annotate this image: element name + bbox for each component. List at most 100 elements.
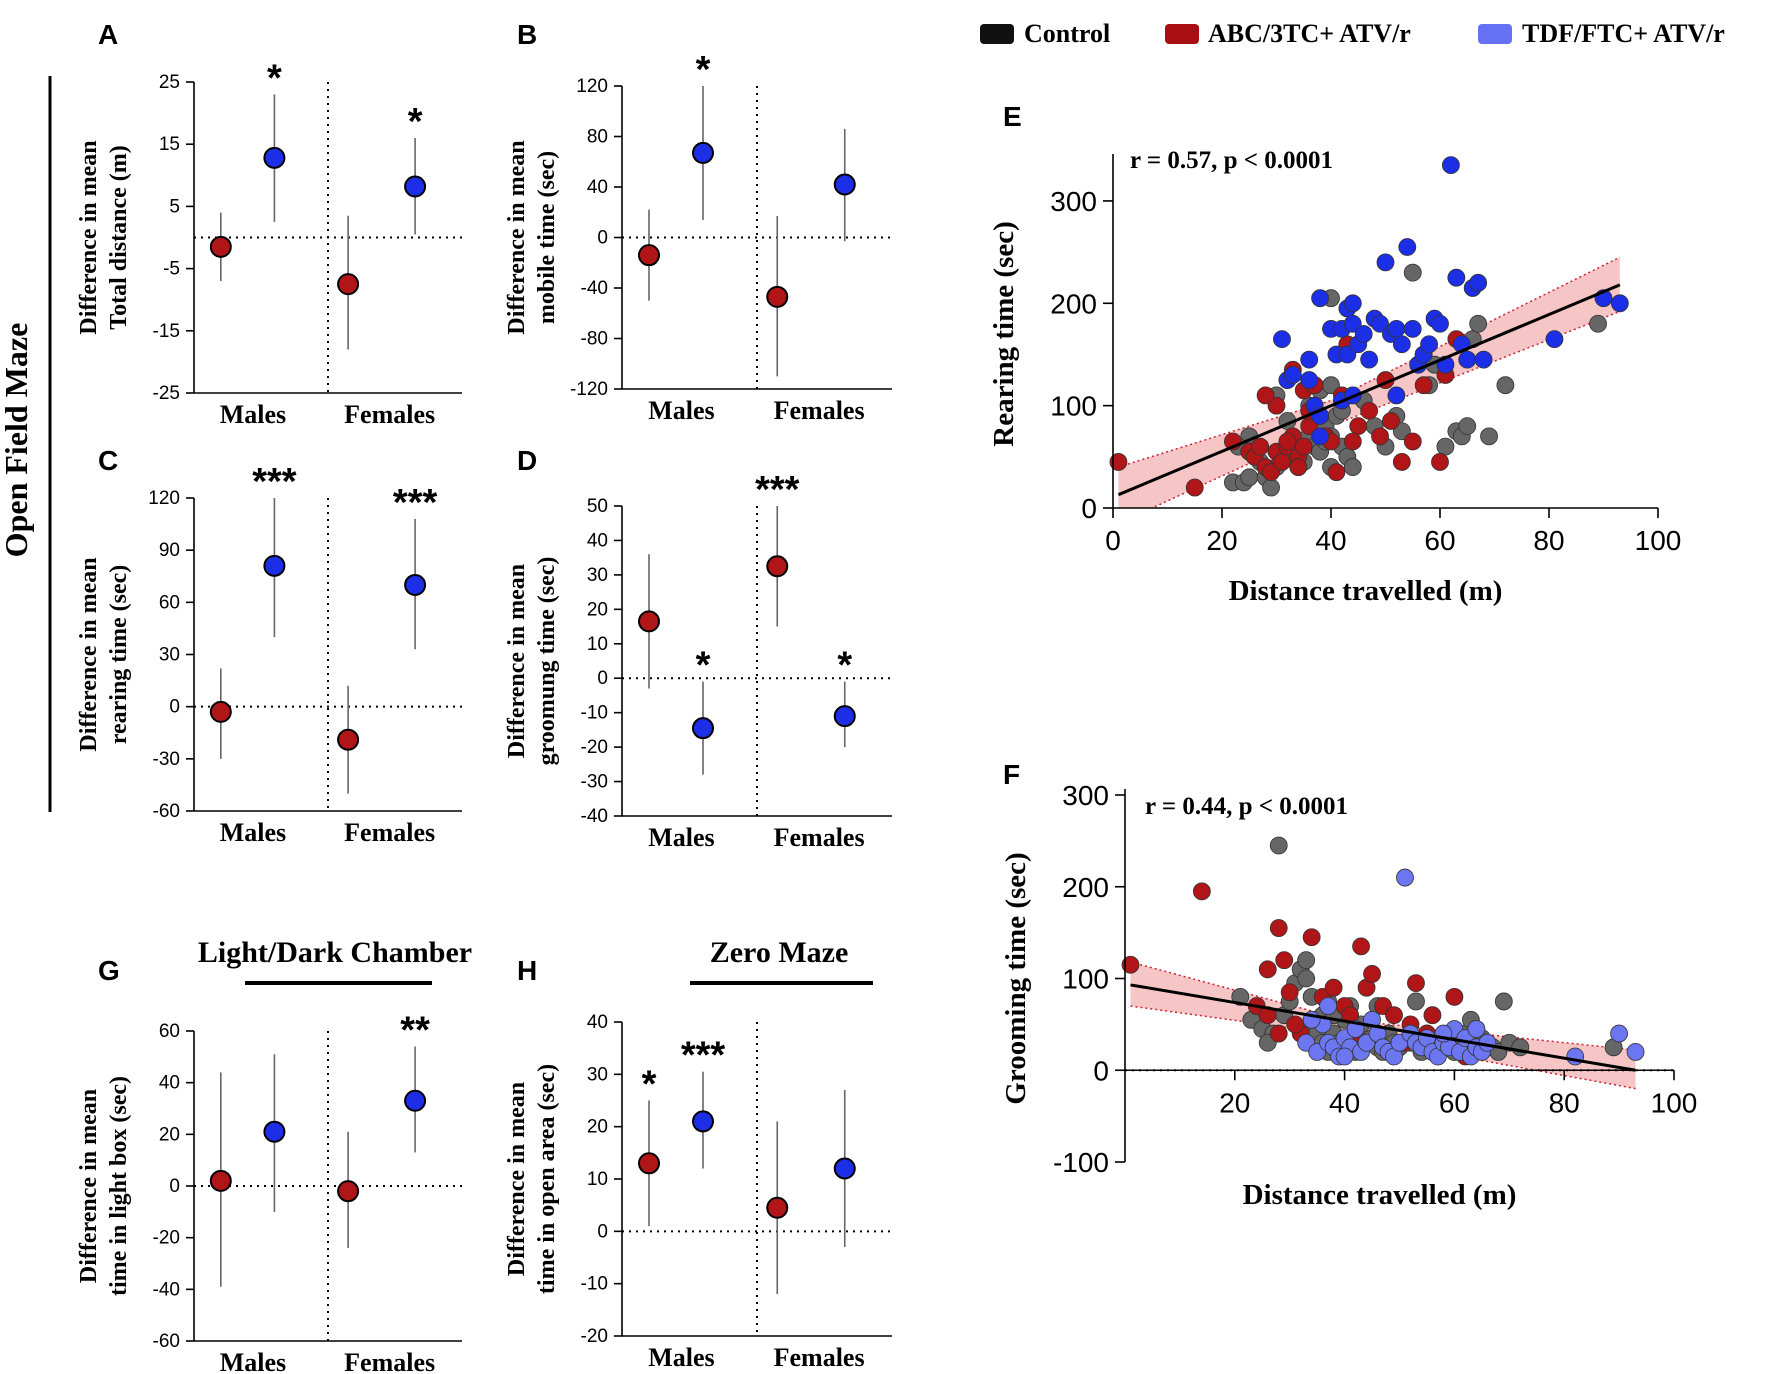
open-field-label: Open Field Maze xyxy=(0,323,34,558)
data-point xyxy=(1269,1024,1288,1043)
y-axis-label: Total distance (m) xyxy=(106,145,132,329)
data-point xyxy=(1414,376,1433,395)
significance-stars: * xyxy=(408,101,423,143)
x-group-label: Males xyxy=(648,396,714,425)
y-tick-label: -20 xyxy=(153,1228,180,1249)
data-point xyxy=(1610,294,1629,313)
x-group-label: Females xyxy=(344,1348,435,1374)
x-tick-label: 20 xyxy=(1206,525,1237,556)
data-point xyxy=(1392,422,1411,441)
panel-f: F -100 0 100 200 300 20 40 60 80 100 Distance trave… xyxy=(1000,759,1697,1211)
y-tick-label: 30 xyxy=(159,645,180,666)
panel-tag-a: A xyxy=(98,19,118,50)
data-point xyxy=(1423,1006,1442,1025)
data-point xyxy=(1376,253,1395,272)
data-point xyxy=(1458,350,1477,369)
mean-point xyxy=(263,554,286,577)
data-point xyxy=(1494,992,1513,1011)
data-point xyxy=(1275,951,1294,970)
data-point xyxy=(1343,314,1362,333)
data-point xyxy=(1262,478,1280,497)
data-point xyxy=(1403,263,1422,282)
data-point xyxy=(1387,319,1406,338)
data-point xyxy=(1319,997,1338,1015)
y-tick-label: 120 xyxy=(148,488,180,509)
y-tick-label: 100 xyxy=(1050,391,1097,422)
significance-stars: * xyxy=(642,1064,657,1106)
mean-point xyxy=(638,610,660,633)
panel-tag-f: F xyxy=(1003,759,1020,790)
y-tick-label: -20 xyxy=(581,737,608,758)
data-point xyxy=(1121,955,1140,974)
band-lower-edge xyxy=(1150,310,1621,508)
mean-point xyxy=(337,1180,360,1203)
regression-line xyxy=(1130,983,1636,1072)
y-tick-label: -100 xyxy=(1053,1147,1109,1178)
data-point xyxy=(1289,458,1308,476)
data-point xyxy=(1431,314,1449,333)
y-tick-label: -5 xyxy=(163,259,180,280)
y-tick-label: 300 xyxy=(1062,780,1109,811)
y-tick-label: 0 xyxy=(597,1221,608,1242)
data-point xyxy=(1392,335,1411,354)
y-axis-label: time in light box (sec) xyxy=(106,1076,132,1296)
data-point xyxy=(1445,987,1464,1006)
mean-point xyxy=(337,728,360,751)
data-point xyxy=(1480,427,1498,446)
data-point xyxy=(1273,453,1291,471)
y-axis-label: Rearing time (sec) xyxy=(988,221,1020,446)
y-axis-label: groomung time (sec) xyxy=(534,557,560,766)
data-point xyxy=(1109,453,1128,471)
data-point xyxy=(1447,268,1466,287)
data-point xyxy=(1354,325,1373,343)
y-axis-label: mobile time (sec) xyxy=(534,151,560,324)
data-point xyxy=(1231,987,1250,1006)
y-tick-label: 200 xyxy=(1062,872,1109,903)
data-point xyxy=(1267,396,1286,415)
mean-point xyxy=(209,1169,232,1192)
legend-label-control: Control xyxy=(1024,19,1110,48)
panel-b: B -120 -80 -40 0 40 80 120 Difference in mean mob… xyxy=(504,19,892,425)
y-axis-label: Difference in mean xyxy=(504,564,530,758)
y-tick-label: 50 xyxy=(587,496,608,517)
series-tdf xyxy=(1297,868,1645,1066)
y-tick-label: 30 xyxy=(587,565,608,586)
y-tick-label: 300 xyxy=(1050,186,1097,217)
y-tick-label: -10 xyxy=(581,1274,608,1295)
data-point xyxy=(1349,417,1368,436)
mean-point xyxy=(337,273,360,296)
legend-swatch-tdf xyxy=(1478,24,1512,44)
data-point xyxy=(1343,458,1362,476)
y-tick-label: 40 xyxy=(587,530,608,551)
x-group-label: Females xyxy=(344,400,435,429)
x-group-label: Males xyxy=(648,823,714,852)
mean-point xyxy=(404,1089,427,1112)
panel-tag-e: E xyxy=(1003,101,1022,132)
data-point xyxy=(1360,350,1379,369)
mean-point xyxy=(209,235,232,258)
y-tick-label: 20 xyxy=(587,599,608,620)
mean-point xyxy=(833,173,856,196)
y-tick-label: -30 xyxy=(153,749,180,770)
data-point xyxy=(1297,951,1316,970)
legend-swatch-abc xyxy=(1165,24,1199,44)
y-tick-label: 40 xyxy=(587,177,608,198)
mean-point xyxy=(209,700,232,723)
significance-stars: *** xyxy=(681,1035,726,1077)
y-tick-label: 0 xyxy=(169,1176,180,1197)
data-point xyxy=(1403,432,1422,451)
y-tick-label: -20 xyxy=(581,1326,608,1347)
y-tick-label: 20 xyxy=(587,1117,608,1138)
panel-g: G -60 -40 -20 0 20 40 60 Difference in mean time … xyxy=(76,955,462,1374)
data-point xyxy=(1311,427,1329,446)
data-point xyxy=(1392,453,1411,471)
mean-point xyxy=(692,1110,714,1133)
mean-point xyxy=(638,244,660,267)
legend-swatch-control xyxy=(980,24,1014,44)
y-tick-label: -60 xyxy=(153,801,180,822)
y-tick-label: -120 xyxy=(570,379,608,400)
x-group-label: Males xyxy=(220,1348,286,1374)
x-tick-label: 60 xyxy=(1424,525,1455,556)
series-abc xyxy=(1121,882,1475,1066)
data-point xyxy=(1269,919,1288,937)
